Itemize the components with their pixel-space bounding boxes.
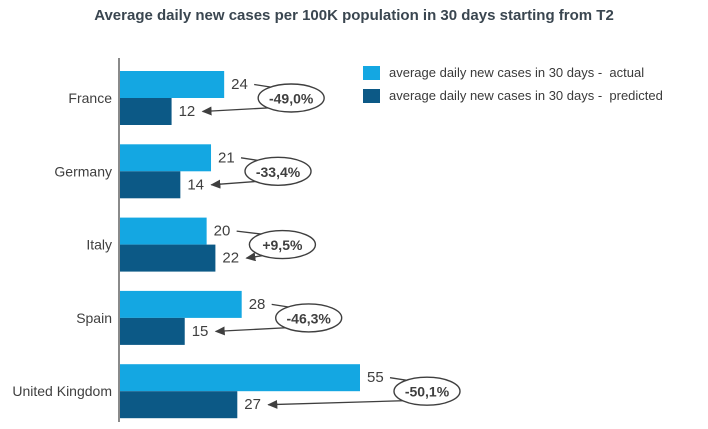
bar-predicted-france xyxy=(120,98,172,125)
annotation-label-italy: +9,5% xyxy=(262,237,303,253)
value-label-predicted-spain: 15 xyxy=(192,323,209,340)
category-label-france: France xyxy=(68,90,112,106)
bar-predicted-germany xyxy=(120,171,181,199)
value-label-actual-germany: 21 xyxy=(218,149,235,166)
bar-actual-spain xyxy=(120,290,242,318)
legend-item-actual: average daily new cases in 30 days - act… xyxy=(363,65,663,80)
category-label-united-kingdom: United Kingdom xyxy=(12,383,112,399)
value-label-actual-spain: 28 xyxy=(249,296,266,313)
bar-actual-france xyxy=(120,71,225,98)
legend-swatch-actual xyxy=(363,65,380,80)
legend-swatch-predicted xyxy=(363,88,380,103)
value-label-predicted-germany: 14 xyxy=(187,176,204,193)
value-label-predicted-france: 12 xyxy=(179,103,196,120)
annotation-ellipse-united-kingdom xyxy=(393,376,461,406)
axis-line xyxy=(118,58,120,422)
value-label-actual-france: 24 xyxy=(231,76,248,93)
legend-item-predicted: average daily new cases in 30 days - pre… xyxy=(363,88,663,103)
value-label-actual-united-kingdom: 55 xyxy=(367,369,384,386)
arrow-line-united-kingdom xyxy=(267,399,422,409)
annotation-ellipse-germany xyxy=(244,156,312,187)
chart-title: Average daily new cases per 100K populat… xyxy=(94,7,614,24)
bar-actual-italy xyxy=(120,217,207,245)
bar-predicted-italy xyxy=(120,244,216,272)
annotation-label-france: -49,0% xyxy=(269,91,314,107)
bar-predicted-spain xyxy=(120,317,185,345)
annotation-ellipse-spain xyxy=(274,303,343,333)
legend-label-predicted: average daily new cases in 30 days - pre… xyxy=(389,88,663,103)
annotation-ellipse-italy xyxy=(248,229,317,260)
category-label-spain: Spain xyxy=(76,310,112,326)
value-label-actual-italy: 20 xyxy=(214,223,231,240)
value-label-predicted-italy: 22 xyxy=(222,250,239,267)
bar-predicted-united-kingdom xyxy=(120,391,238,419)
legend-label-actual: average daily new cases in 30 days - act… xyxy=(389,65,645,80)
legend: average daily new cases in 30 days - act… xyxy=(363,65,663,111)
annotation-label-germany: -33,4% xyxy=(256,164,301,180)
category-label-italy: Italy xyxy=(86,237,112,253)
category-label-germany: Germany xyxy=(54,163,112,179)
value-label-predicted-united-kingdom: 27 xyxy=(244,396,261,413)
annotation-label-united-kingdom: -50,1% xyxy=(405,384,450,400)
annotation-ellipse-france xyxy=(257,83,325,113)
annotation-label-spain: -46,3% xyxy=(287,310,332,326)
bar-actual-germany xyxy=(120,144,212,172)
bar-actual-united-kingdom xyxy=(120,364,360,392)
